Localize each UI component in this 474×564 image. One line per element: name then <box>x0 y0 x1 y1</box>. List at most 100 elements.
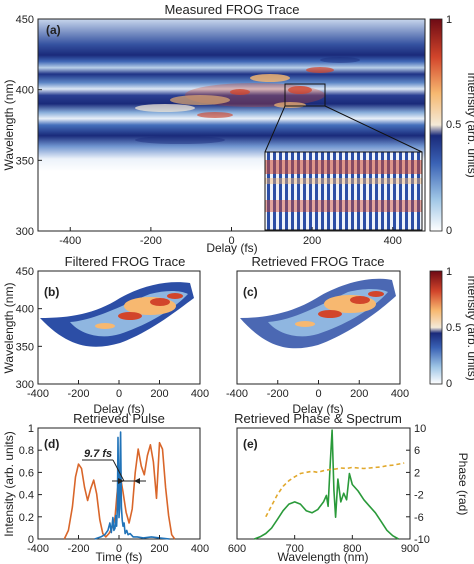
panel-b-x-tick-label: 400 <box>191 388 209 400</box>
panel-d-x-tick-label: 200 <box>150 543 168 555</box>
panel-d-ylabel: Intensity (arb. units) <box>2 431 16 536</box>
panel-e-x-tick-label: 600 <box>228 543 246 555</box>
panel-c-trace-blob <box>240 278 396 349</box>
panel-b-trace-blob <box>40 282 194 347</box>
panel-a-label: (a) <box>46 23 61 37</box>
panel-e-y-tick-label: 6 <box>414 445 420 457</box>
panel-b: Filtered FROG Trace (b) 450 400 350 300 -40… <box>2 254 209 416</box>
panel-b-x-tick-label: 0 <box>116 388 122 400</box>
panel-b-xlabel: Delay (fs) <box>93 402 144 416</box>
panel-a-y-tick-label: 450 <box>16 14 34 26</box>
panel-b-y-tick-label: 450 <box>16 266 34 278</box>
panel-c-xlabel: Delay (fs) <box>292 402 343 416</box>
panel-e-title: Retrieved Phase & Spectrum <box>234 411 402 426</box>
panel-a-y-tick-label: 350 <box>16 155 34 167</box>
panel-a-x-tick-label: -400 <box>59 235 81 247</box>
colorbar-top-tick-1: 1 <box>446 14 452 26</box>
panel-e-label: (e) <box>243 437 258 451</box>
panel-a-trace-features <box>135 57 360 144</box>
panel-c-x-tick-label: 0 <box>315 388 321 400</box>
panel-b-y-tick-label: 400 <box>16 304 34 316</box>
colorbar-bottom: 1 0.5 0 Intensity (arb. units) <box>429 266 474 390</box>
panel-a-y-axis: 450 400 350 300 <box>16 14 42 238</box>
panel-c-title: Retrieved FROG Trace <box>252 254 385 269</box>
panel-e-y-tick-label: -2 <box>414 490 424 502</box>
panel-c-label: (c) <box>243 285 258 299</box>
panel-a-y-tick-label: 300 <box>16 226 34 238</box>
panel-c-x-tick-label: 200 <box>350 388 368 400</box>
panel-e-y-tick-label: 2 <box>414 467 420 479</box>
panel-d: Retrieved Pulse (d) 9.7 fs 0 0.2 0.4 0.6 0.8… <box>2 411 209 564</box>
colorbar-top: 1 0.5 0 Intensity (arb. units) <box>429 14 474 237</box>
colorbar-bottom-label: Intensity (arb. units) <box>465 275 474 380</box>
panel-e-x-tick-label: 900 <box>401 543 419 555</box>
colorbar-bottom-tick-0: 0 <box>446 378 452 390</box>
panel-d-x-axis: -400 -200 0 200 400 <box>27 535 209 555</box>
panel-d-y-axis: 0 0.2 0.4 0.6 0.8 1 <box>19 423 42 546</box>
colorbar-bottom-tick-1: 1 <box>446 266 452 278</box>
panel-e-x-tick-label: 700 <box>285 543 303 555</box>
panel-b-x-tick-label: 200 <box>150 388 168 400</box>
fwhm-annotation: 9.7 fs <box>82 448 146 484</box>
panel-a-x-tick-label: 0 <box>228 235 234 247</box>
panel-d-x-tick-label: 0 <box>116 543 122 555</box>
panel-e-x-axis: 600 700 800 900 <box>228 535 419 555</box>
panel-a-title: Measured FROG Trace <box>164 2 299 17</box>
panel-b-title: Filtered FROG Trace <box>65 254 186 269</box>
panel-e-y-tick-label: -6 <box>414 512 424 524</box>
panel-a-x-tick-label: -200 <box>140 235 162 247</box>
panel-d-y-tick-label: 0.8 <box>19 445 34 457</box>
colorbar-top-label: Intensity (arb. units) <box>465 72 474 177</box>
panel-d-x-tick-label: -400 <box>27 543 49 555</box>
panel-c-x-tick-label: -200 <box>267 388 289 400</box>
panel-d-y-tick-label: 0.2 <box>19 512 34 524</box>
panel-b-label: (b) <box>44 285 59 299</box>
panel-e-y-tick-label: -10 <box>414 534 430 546</box>
panel-b-x-tick-label: -200 <box>67 388 89 400</box>
panel-d-label: (d) <box>44 437 59 451</box>
colorbar-top-tick-05: 0.5 <box>446 119 461 131</box>
panel-d-y-tick-label: 0 <box>28 534 34 546</box>
pulse-intensity-line <box>94 431 170 540</box>
panel-b-x-axis: -400 -200 0 200 400 <box>27 380 209 400</box>
phase-line <box>265 462 405 518</box>
panel-d-series <box>63 431 176 540</box>
panel-c-x-tick-label: -400 <box>226 388 248 400</box>
spectrum-line <box>254 429 399 540</box>
panel-c: Retrieved FROG Trace (c) -400 -200 0 200 400… <box>226 254 409 416</box>
panel-e-y-axis: 10 6 2 -2 -6 -10 <box>406 423 430 546</box>
panel-c-x-tick-label: 400 <box>391 388 409 400</box>
panel-d-x-tick-label: 400 <box>191 543 209 555</box>
panel-e-ylabel: Phase (rad) <box>456 453 470 516</box>
panel-a-x-tick-label: 400 <box>384 235 402 247</box>
panel-d-y-tick-label: 1 <box>28 423 34 435</box>
panel-b-y-axis: 450 400 350 300 <box>16 266 42 391</box>
panel-b-y-tick-label: 300 <box>16 379 34 391</box>
panel-a-ylabel: Wavelength (nm) <box>2 80 16 171</box>
panel-a-xlabel: Delay (fs) <box>206 241 257 255</box>
panel-e: Retrieved Phase & Spectrum (e) 10 6 2 -2 -6 -… <box>228 411 470 564</box>
colorbar-bottom-tick-05: 0.5 <box>446 322 461 334</box>
panel-a-x-tick-label: 200 <box>303 235 321 247</box>
panel-a-zoom-box <box>284 83 326 107</box>
panel-b-x-tick-label: -400 <box>27 388 49 400</box>
panel-d-x-tick-label: -200 <box>67 543 89 555</box>
panel-d-title: Retrieved Pulse <box>73 411 165 426</box>
panel-a: Measured FROG Trace <box>2 2 426 255</box>
panel-b-y-tick-label: 350 <box>16 341 34 353</box>
panel-b-ylabel: Wavelength (nm) <box>2 283 16 374</box>
panel-e-frame <box>236 427 411 540</box>
fwhm-label: 9.7 fs <box>84 448 112 460</box>
panel-c-x-axis: -400 -200 0 200 400 <box>226 380 409 400</box>
panel-d-xlabel: Time (fs) <box>96 550 143 564</box>
panel-d-y-tick-label: 0.6 <box>19 467 34 479</box>
panel-e-x-tick-label: 800 <box>343 543 361 555</box>
panel-a-y-tick-label: 400 <box>16 85 34 97</box>
panel-e-series <box>254 429 405 540</box>
panel-a-inset <box>264 151 423 231</box>
colorbar-top-tick-0: 0 <box>446 225 452 237</box>
panel-e-xlabel: Wavelength (nm) <box>278 550 369 564</box>
panel-a-x-axis: -400 -200 0 200 400 <box>59 227 402 247</box>
panel-e-y-tick-label: 10 <box>414 423 426 435</box>
